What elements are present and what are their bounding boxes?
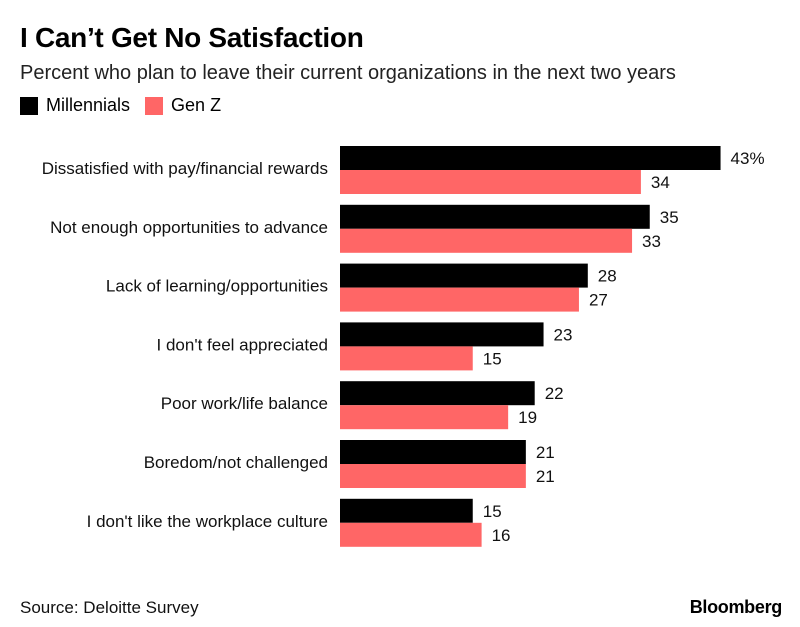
- value-label-gen-z-boredom-not-challenged: 21: [536, 467, 555, 486]
- legend: Millennials Gen Z: [20, 95, 236, 116]
- category-label-dissatisfied-with-pay-financial-rewards: Dissatisfied with pay/financial rewards: [42, 159, 328, 178]
- value-label-millennials-lack-of-learning-opportunities: 28: [598, 267, 617, 286]
- category-label-boredom-not-challenged: Boredom/not challenged: [144, 453, 328, 472]
- bar-millennials-poor-work-life-balance: [340, 381, 535, 406]
- value-label-gen-z-i-don-t-feel-appreciated: 15: [483, 349, 502, 368]
- bar-gen-z-not-enough-opportunities-to-advance: [340, 228, 633, 253]
- value-label-millennials-boredom-not-challenged: 21: [536, 443, 555, 462]
- bar-gen-z-i-don-t-feel-appreciated: [340, 346, 473, 371]
- category-label-not-enough-opportunities-to-advance: Not enough opportunities to advance: [50, 218, 328, 237]
- bar-millennials-boredom-not-challenged: [340, 440, 526, 464]
- bar-millennials-i-don-t-feel-appreciated: [340, 322, 544, 347]
- value-label-millennials-i-don-t-like-the-workplace-culture: 15: [483, 502, 502, 521]
- legend-item-millennials: Millennials: [20, 95, 130, 116]
- legend-label-genz: Gen Z: [171, 95, 222, 115]
- source-note: Source: Deloitte Survey: [20, 598, 199, 617]
- bar-gen-z-dissatisfied-with-pay-financial-rewards: [340, 170, 641, 194]
- bar-gen-z-boredom-not-challenged: [340, 464, 526, 488]
- chart-title: I Can’t Get No Satisfaction: [20, 22, 364, 53]
- legend-swatch-genz: [145, 96, 164, 115]
- legend-label-millennials: Millennials: [46, 95, 131, 115]
- value-label-gen-z-not-enough-opportunities-to-advance: 33: [642, 232, 661, 251]
- category-label-poor-work-life-balance: Poor work/life balance: [161, 394, 328, 413]
- category-label-lack-of-learning-opportunities: Lack of learning/opportunities: [106, 277, 328, 296]
- value-label-millennials-poor-work-life-balance: 22: [545, 384, 564, 403]
- bar-gen-z-lack-of-learning-opportunities: [340, 287, 579, 312]
- value-label-gen-z-dissatisfied-with-pay-financial-rewards: 34: [651, 173, 670, 192]
- bar-millennials-lack-of-learning-opportunities: [340, 263, 588, 288]
- bar-millennials-dissatisfied-with-pay-financial-rewards: [340, 146, 721, 170]
- brand-logo: Bloomberg: [689, 597, 783, 617]
- value-label-gen-z-lack-of-learning-opportunities: 27: [589, 291, 608, 310]
- chart-subtitle: Percent who plan to leave their current …: [20, 62, 676, 84]
- bar-gen-z-poor-work-life-balance: [340, 405, 509, 430]
- value-label-millennials-dissatisfied-with-pay-financial-rewards: 43%: [731, 149, 765, 168]
- value-label-gen-z-i-don-t-like-the-workplace-culture: 16: [492, 526, 511, 545]
- legend-item-genz: Gen Z: [145, 95, 221, 116]
- value-label-gen-z-poor-work-life-balance: 19: [518, 408, 537, 427]
- bar-millennials-i-don-t-like-the-workplace-culture: [340, 498, 473, 523]
- bar-millennials-not-enough-opportunities-to-advance: [340, 204, 650, 229]
- category-label-i-don-t-like-the-workplace-culture: I don't like the workplace culture: [87, 512, 328, 531]
- value-label-millennials-i-don-t-feel-appreciated: 23: [554, 325, 573, 344]
- bar-gen-z-i-don-t-like-the-workplace-culture: [340, 522, 482, 547]
- category-label-i-don-t-feel-appreciated: I don't feel appreciated: [157, 335, 328, 354]
- legend-swatch-millennials: [20, 96, 38, 115]
- value-label-millennials-not-enough-opportunities-to-advance: 35: [660, 208, 679, 227]
